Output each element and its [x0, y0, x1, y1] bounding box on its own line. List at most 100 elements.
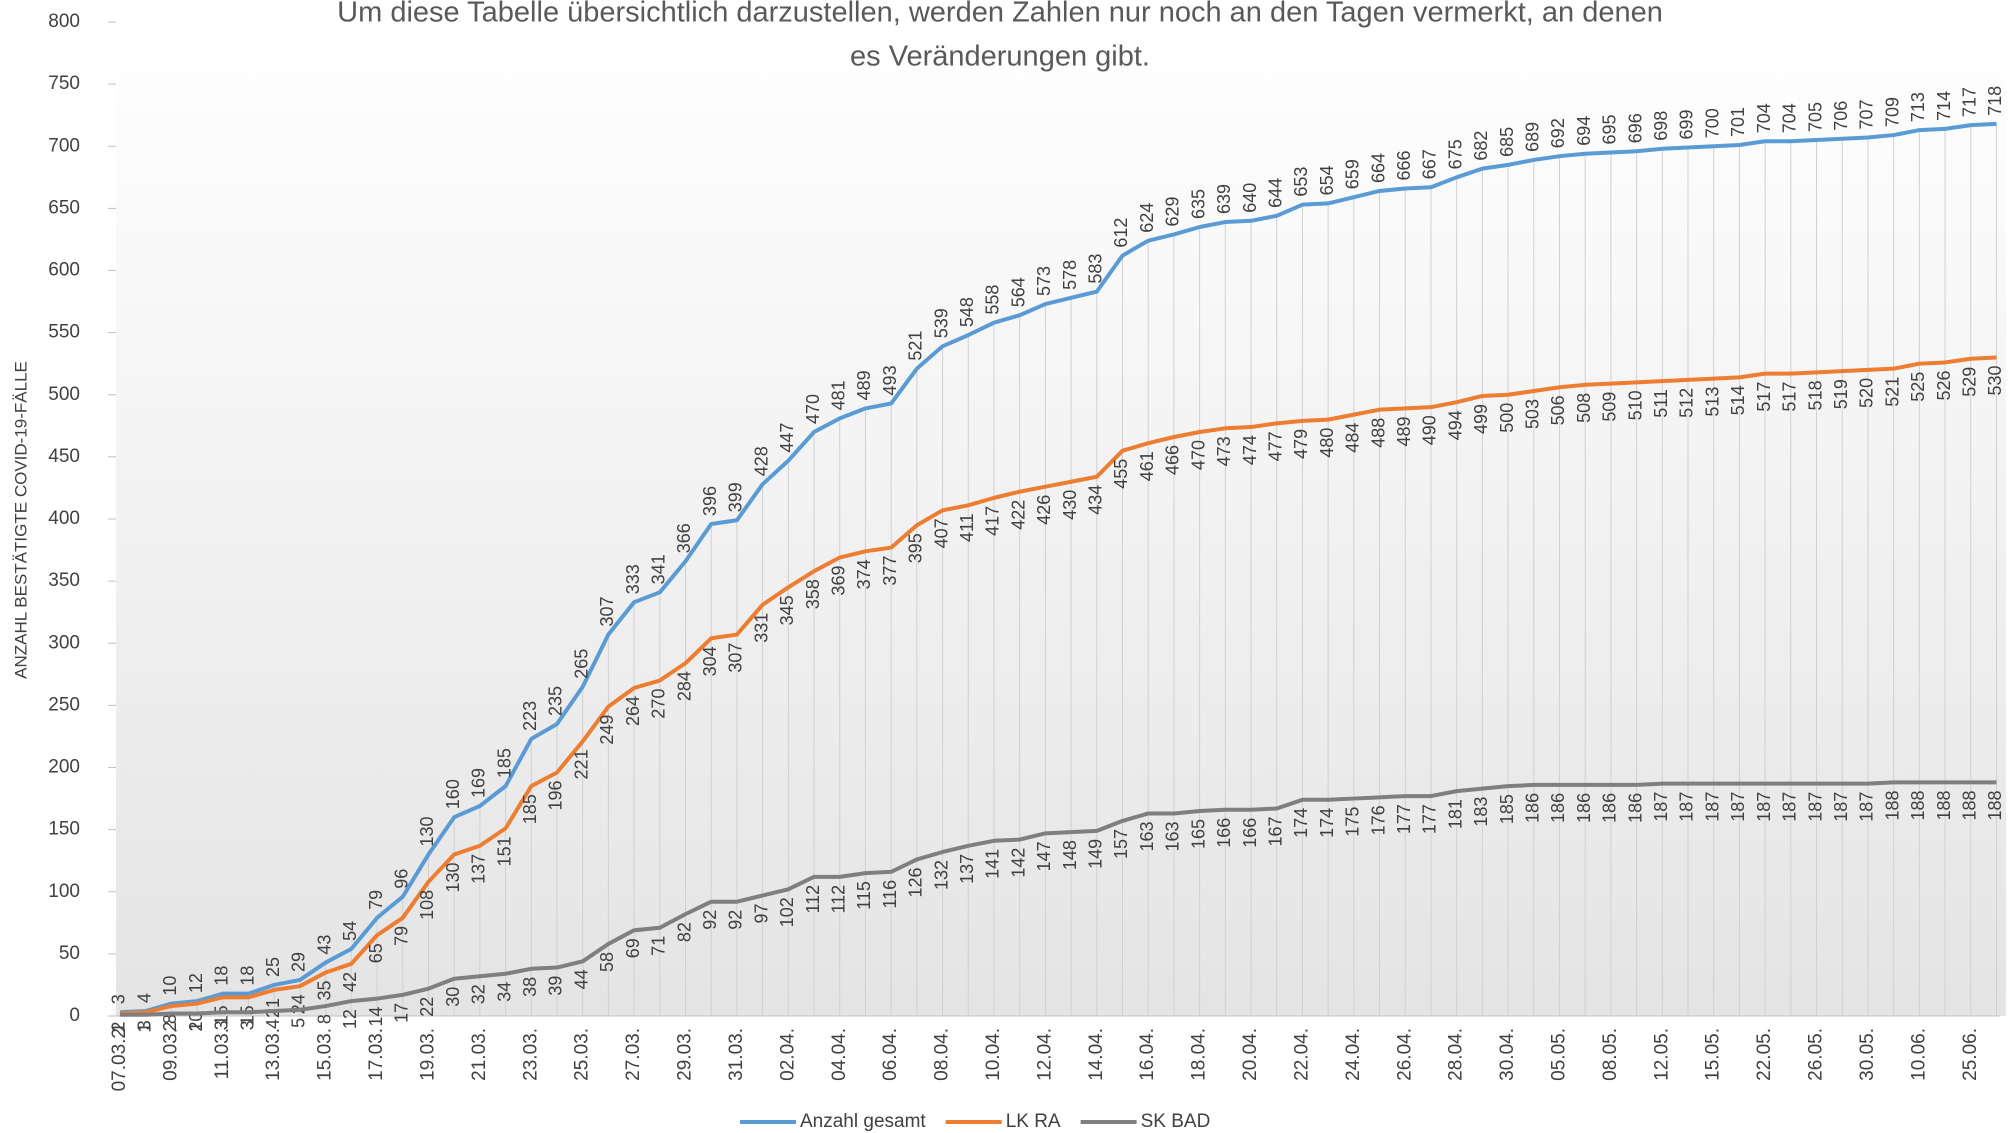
- data-label: 399: [726, 482, 746, 512]
- data-label: 2: [109, 1022, 129, 1032]
- data-label: 675: [1445, 139, 1465, 169]
- x-tick-label: 10.04.: [983, 1028, 1004, 1081]
- x-tick-label: 21.03.: [469, 1028, 490, 1081]
- data-label: 187: [1754, 792, 1774, 822]
- data-label: 629: [1163, 196, 1183, 226]
- data-label: 196: [546, 780, 566, 810]
- data-label: 3: [237, 1020, 257, 1030]
- data-label: 434: [1086, 485, 1106, 515]
- data-label: 713: [1908, 92, 1928, 122]
- data-label: 186: [1548, 793, 1568, 823]
- series-line: [119, 355, 1997, 1016]
- data-label: 187: [1805, 792, 1825, 822]
- data-label: 169: [469, 768, 489, 798]
- x-tick-label: 12.04.: [1034, 1028, 1055, 1081]
- data-label: 112: [828, 885, 848, 914]
- x-tick-label: 22.05.: [1754, 1028, 1775, 1081]
- x-tick-label: 06.04.: [880, 1028, 901, 1081]
- data-label: 10: [186, 1012, 206, 1032]
- y-tick-label: 150: [48, 819, 80, 840]
- data-label: 500: [1497, 403, 1517, 433]
- chart-title: es Veränderungen gibt.: [850, 41, 1150, 73]
- data-label: 506: [1548, 395, 1568, 425]
- x-tick-label: 12.05.: [1651, 1028, 1672, 1081]
- data-label: 583: [1086, 254, 1106, 284]
- data-label: 653: [1291, 167, 1311, 197]
- data-label: 659: [1343, 159, 1363, 189]
- data-label: 333: [623, 564, 643, 594]
- data-label: 71: [649, 936, 669, 956]
- data-label: 700: [1702, 108, 1722, 138]
- data-label: 612: [1111, 218, 1131, 248]
- data-label: 163: [1137, 821, 1157, 851]
- data-label: 166: [1240, 818, 1260, 848]
- data-label: 447: [777, 423, 797, 453]
- data-label: 223: [520, 701, 540, 731]
- x-tick-label: 24.04.: [1343, 1028, 1364, 1081]
- data-label: 42: [340, 972, 360, 992]
- data-label: 126: [906, 867, 926, 897]
- data-label: 3: [212, 1020, 232, 1030]
- data-label: 157: [1111, 829, 1131, 859]
- data-label: 264: [623, 696, 643, 726]
- data-label: 187: [1831, 792, 1851, 822]
- x-tick-label: 15.03.: [315, 1028, 336, 1081]
- data-label: 22: [417, 997, 437, 1017]
- data-label: 484: [1343, 423, 1363, 453]
- data-label: 174: [1291, 808, 1311, 838]
- data-label: 187: [1651, 792, 1671, 822]
- x-tick-label: 26.04.: [1394, 1028, 1415, 1081]
- data-label: 12: [186, 973, 206, 993]
- data-label: 624: [1137, 203, 1157, 233]
- data-label: 428: [751, 446, 771, 476]
- data-label: 4: [263, 1019, 283, 1029]
- x-tick-label: 11.03.: [212, 1028, 233, 1079]
- data-label: 511: [1651, 389, 1671, 418]
- data-label: 177: [1420, 804, 1440, 834]
- data-label: 5: [289, 1018, 309, 1028]
- x-tick-label: 30.04.: [1497, 1028, 1518, 1081]
- data-label: 455: [1111, 459, 1131, 489]
- data-label: 249: [597, 715, 617, 745]
- data-label: 331: [751, 613, 771, 643]
- data-label: 8: [160, 1014, 180, 1024]
- data-label: 664: [1368, 153, 1388, 183]
- data-label: 694: [1574, 116, 1594, 146]
- data-label: 141: [983, 849, 1003, 879]
- y-tick-label: 600: [48, 260, 80, 281]
- data-label: 235: [546, 686, 566, 716]
- data-label: 525: [1908, 372, 1928, 402]
- data-label: 188: [1908, 790, 1928, 820]
- y-tick-label: 250: [48, 694, 80, 715]
- data-label: 1: [109, 1023, 129, 1033]
- x-tick-label: 08.04.: [932, 1028, 953, 1081]
- x-tick-label: 22.04.: [1291, 1028, 1312, 1081]
- y-axis-label: ANZAHL BESTÄTIGTE COVID-19-FÄLLE: [11, 361, 30, 679]
- data-label: 69: [623, 938, 643, 958]
- data-label: 97: [751, 903, 771, 923]
- x-tick-label: 02.04.: [777, 1028, 798, 1081]
- data-label: 2: [186, 1022, 206, 1032]
- data-label: 488: [1368, 418, 1388, 448]
- data-label: 512: [1677, 388, 1697, 418]
- data-label: 526: [1934, 370, 1954, 400]
- data-label: 108: [417, 890, 437, 920]
- data-label: 639: [1214, 184, 1234, 214]
- x-tick-label: 25.03.: [572, 1028, 593, 1081]
- x-tick-label: 16.04.: [1137, 1028, 1158, 1081]
- data-label: 185: [494, 748, 514, 778]
- legend-label: SK BAD: [1141, 1111, 1211, 1132]
- data-label: 503: [1523, 399, 1543, 429]
- data-label: 682: [1471, 131, 1491, 161]
- y-tick-label: 300: [48, 632, 80, 653]
- data-label: 307: [726, 643, 746, 673]
- data-label: 520: [1857, 378, 1877, 408]
- data-label: 160: [443, 779, 463, 809]
- data-label: 489: [1394, 416, 1414, 446]
- y-tick-label: 100: [48, 881, 80, 902]
- y-tick-label: 400: [48, 508, 80, 529]
- data-label: 79: [366, 890, 386, 910]
- data-label: 701: [1728, 107, 1748, 137]
- data-label: 2: [160, 1022, 180, 1032]
- data-label: 221: [571, 749, 591, 779]
